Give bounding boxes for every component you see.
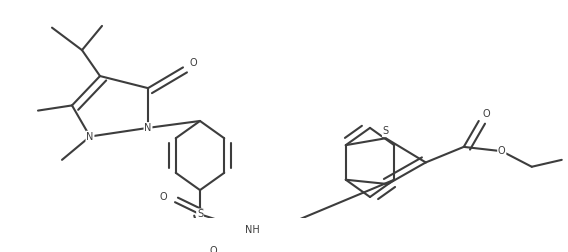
Text: N: N: [86, 132, 94, 142]
Text: O: O: [209, 245, 217, 252]
Text: O: O: [483, 109, 491, 119]
Text: O: O: [159, 192, 167, 202]
Text: S: S: [197, 209, 203, 219]
Text: O: O: [498, 146, 506, 156]
Text: NH: NH: [245, 225, 260, 235]
Text: N: N: [144, 123, 152, 133]
Text: O: O: [189, 58, 197, 68]
Text: S: S: [383, 126, 389, 136]
